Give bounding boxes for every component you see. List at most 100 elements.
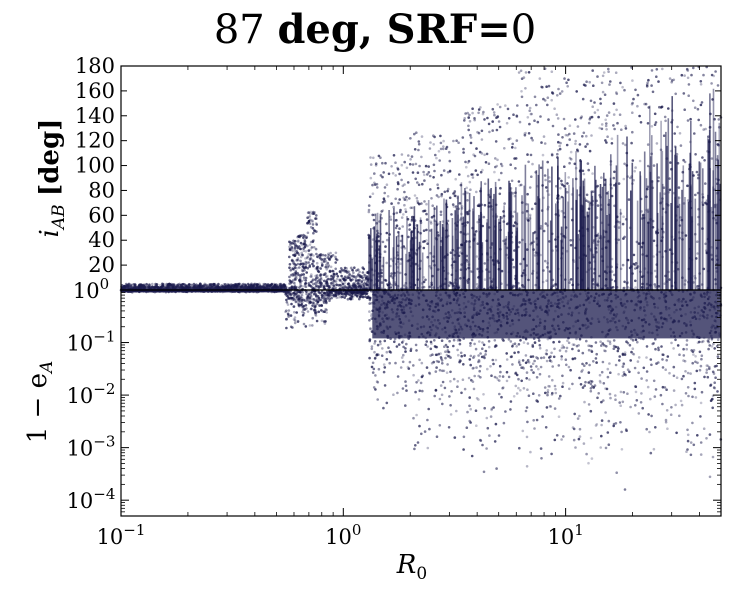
data-point xyxy=(515,139,519,142)
data-point xyxy=(541,86,544,89)
data-point xyxy=(394,174,398,177)
data-point xyxy=(618,113,622,116)
data-point xyxy=(332,272,336,276)
data-point xyxy=(369,163,373,166)
data-point xyxy=(622,177,626,181)
data-point xyxy=(299,241,303,245)
data-point xyxy=(314,282,317,285)
data-point xyxy=(373,181,376,185)
data-point xyxy=(285,317,288,321)
data-point xyxy=(424,164,428,168)
data-point xyxy=(518,287,521,290)
data-point xyxy=(488,130,491,134)
data-point xyxy=(668,188,672,192)
data-point xyxy=(437,195,440,199)
data-point xyxy=(511,192,515,195)
data-point xyxy=(596,396,599,400)
data-point xyxy=(565,143,569,147)
data-point xyxy=(305,256,309,260)
data-point xyxy=(318,304,321,307)
data-point xyxy=(550,98,553,102)
data-point xyxy=(299,234,303,237)
data-point xyxy=(296,272,300,275)
data-point xyxy=(682,92,686,95)
data-point xyxy=(516,104,519,107)
data-point xyxy=(661,366,665,369)
data-point xyxy=(327,286,331,290)
data-point xyxy=(401,360,405,364)
data-point xyxy=(607,111,611,114)
data-point xyxy=(385,401,389,405)
data-point xyxy=(425,228,428,232)
data-point xyxy=(305,292,308,296)
data-point xyxy=(404,347,407,350)
data-point xyxy=(373,172,376,175)
data-point xyxy=(646,143,650,146)
data-point xyxy=(526,116,530,119)
data-point xyxy=(517,180,521,183)
data-point xyxy=(710,157,714,160)
data-point xyxy=(300,273,304,277)
data-point xyxy=(327,293,331,296)
data-point xyxy=(687,94,690,97)
data-point xyxy=(598,379,602,383)
data-point xyxy=(459,217,463,220)
data-point xyxy=(374,388,377,391)
data-point xyxy=(303,245,307,248)
data-point xyxy=(588,80,591,84)
data-point xyxy=(311,316,315,320)
data-point xyxy=(680,73,684,77)
data-point xyxy=(390,272,393,275)
data-point xyxy=(285,309,288,313)
data-point xyxy=(519,183,523,187)
data-point xyxy=(388,361,392,365)
data-point xyxy=(678,132,682,135)
data-point xyxy=(315,274,319,277)
data-point xyxy=(476,173,479,177)
data-point xyxy=(584,145,587,148)
data-point xyxy=(533,341,537,344)
data-point xyxy=(687,83,691,86)
data-point xyxy=(699,401,703,405)
data-point xyxy=(415,196,419,200)
data-point xyxy=(479,106,482,109)
data-point xyxy=(649,451,653,455)
data-point xyxy=(612,102,616,105)
data-point xyxy=(567,365,571,369)
data-point xyxy=(372,367,376,371)
data-point xyxy=(499,162,503,166)
data-point xyxy=(466,410,469,414)
data-point xyxy=(304,250,308,253)
data-point xyxy=(343,281,347,285)
data-point xyxy=(292,318,296,321)
data-point xyxy=(314,293,317,296)
data-point xyxy=(266,284,270,287)
data-point xyxy=(430,216,434,219)
data-point xyxy=(369,327,372,331)
data-point xyxy=(568,279,572,282)
data-point xyxy=(628,370,631,374)
data-point xyxy=(705,368,709,372)
data-point xyxy=(414,343,418,347)
data-point xyxy=(574,166,578,170)
data-point xyxy=(546,103,549,107)
data-point xyxy=(706,364,710,368)
data-point xyxy=(708,367,711,371)
data-point xyxy=(300,284,303,288)
data-point xyxy=(667,107,670,110)
data-point xyxy=(621,142,625,145)
data-point xyxy=(360,274,364,278)
data-point xyxy=(389,257,393,261)
data-point xyxy=(356,282,360,285)
data-point xyxy=(476,204,480,207)
data-point xyxy=(684,234,688,237)
data-point xyxy=(306,310,310,313)
data-point xyxy=(494,165,497,169)
data-point xyxy=(306,216,309,219)
data-point xyxy=(289,314,293,317)
data-point xyxy=(524,87,527,90)
data-point xyxy=(220,284,223,287)
data-point xyxy=(320,319,324,323)
data-point xyxy=(430,197,433,200)
data-point xyxy=(238,282,241,286)
